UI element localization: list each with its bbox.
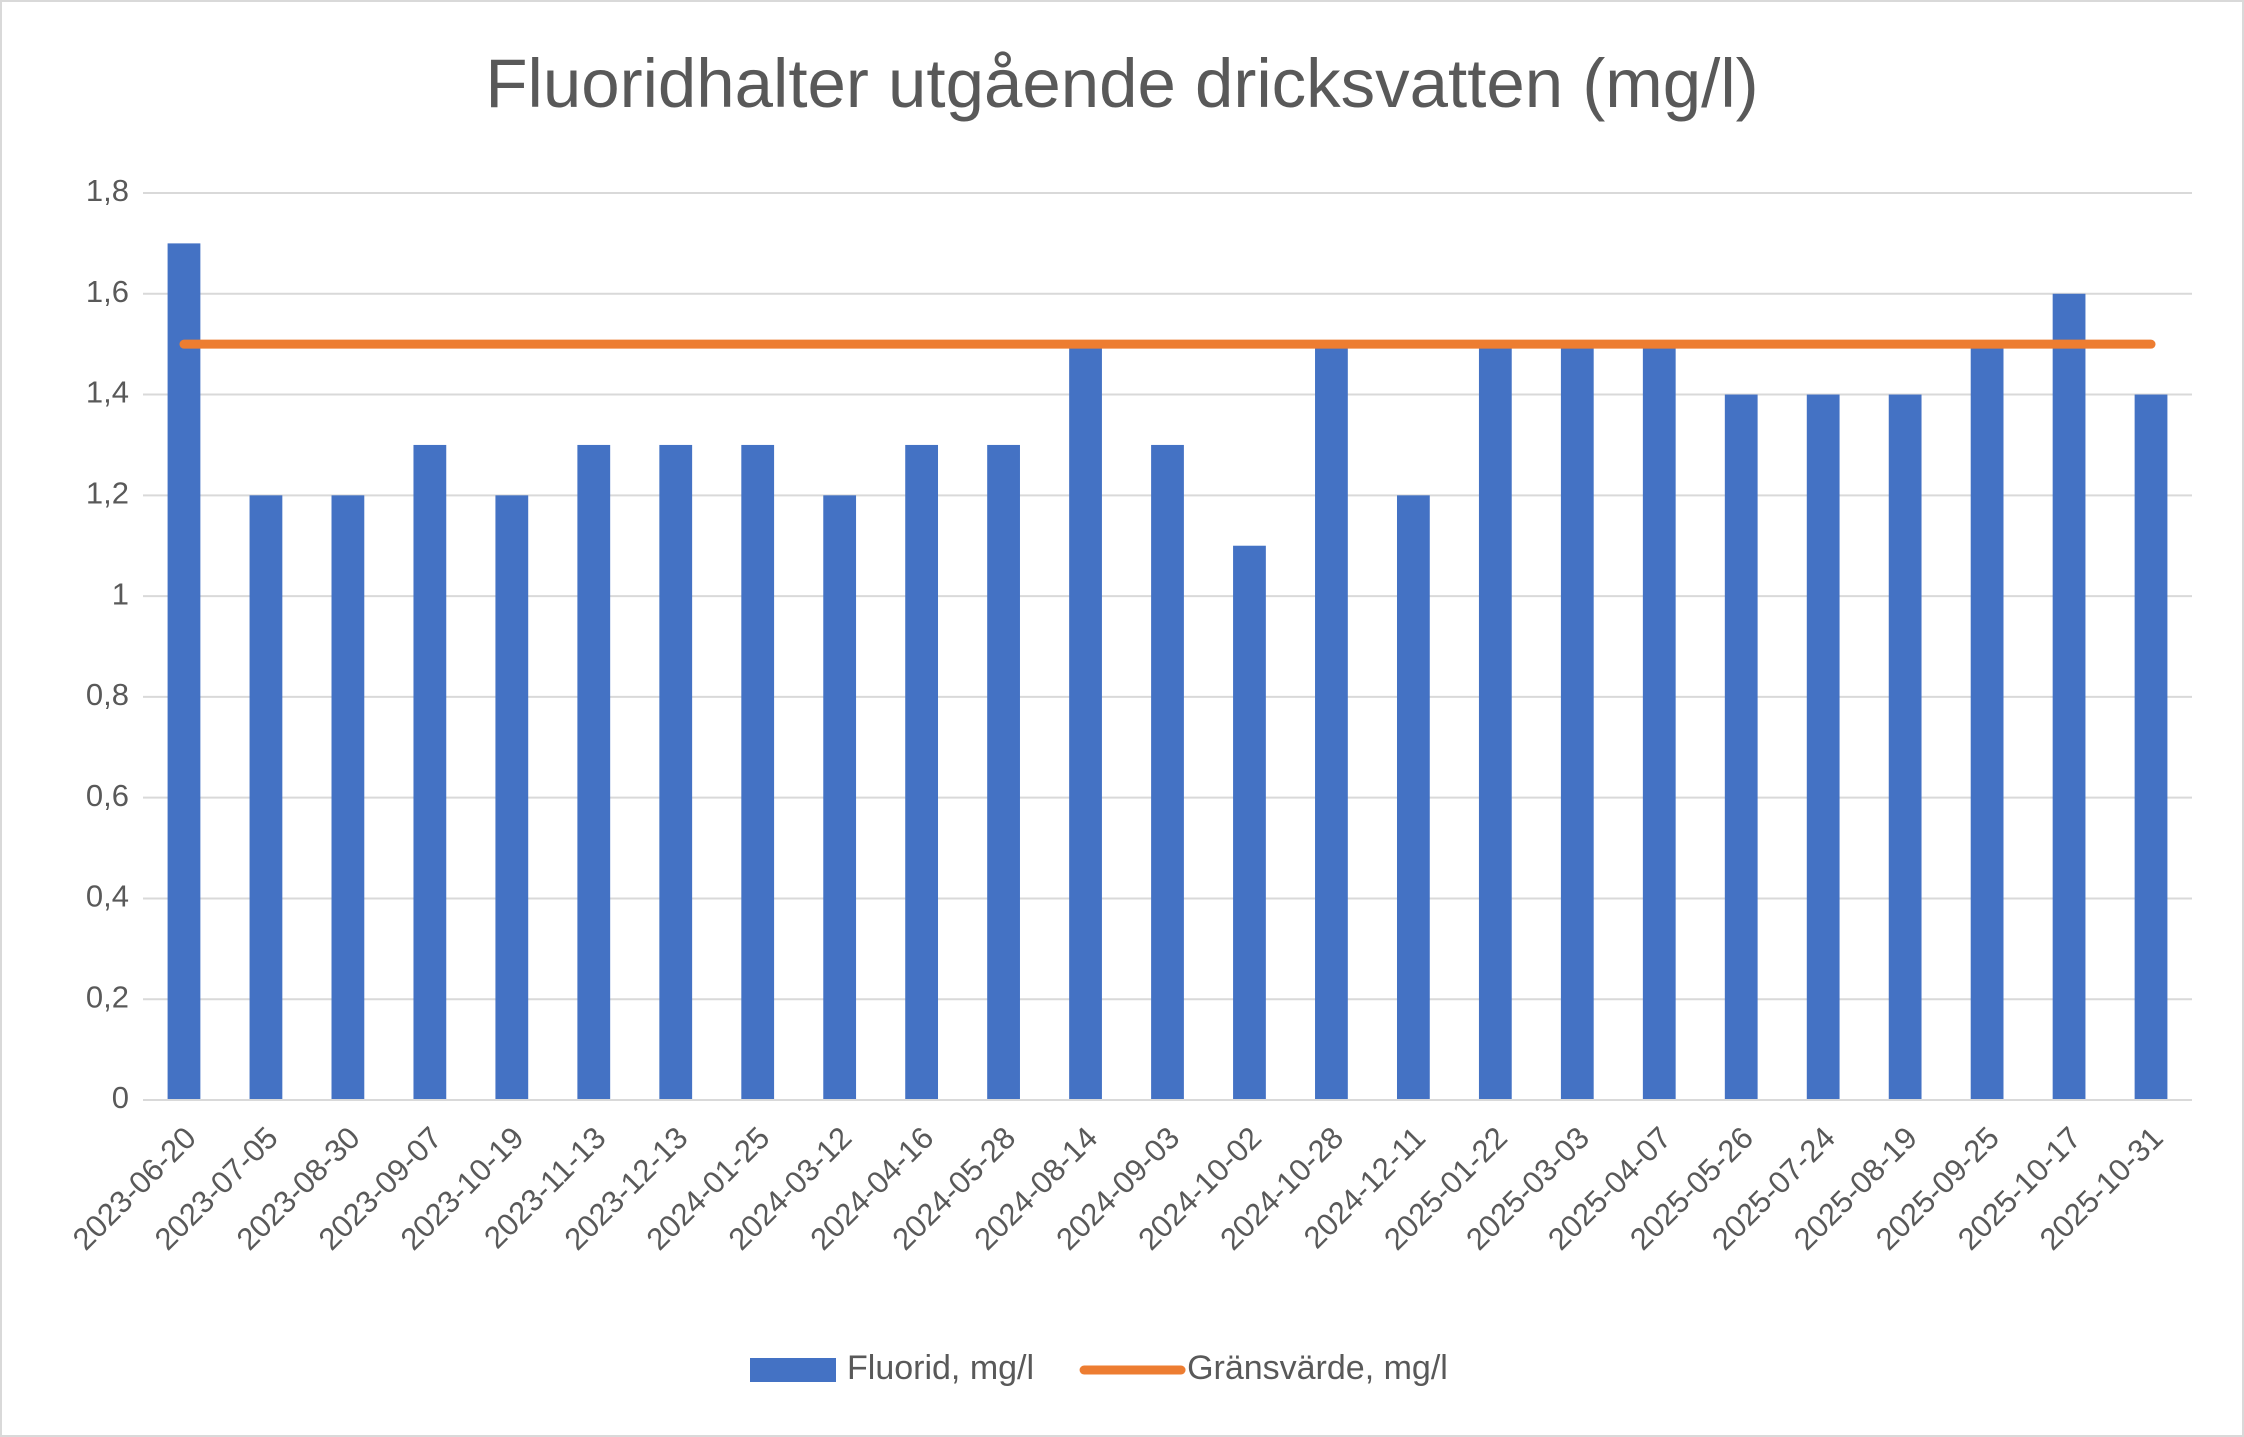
bar — [495, 495, 529, 1100]
legend-label: Fluorid, mg/l — [847, 1349, 1034, 1387]
bar — [987, 444, 1020, 1100]
chart-title: Fluoridhalter utgående dricksvatten (mg/… — [485, 45, 1758, 122]
bar — [1233, 545, 1266, 1100]
bar — [577, 444, 611, 1100]
bar — [1806, 394, 1840, 1100]
bar — [1151, 444, 1184, 1100]
bar — [167, 243, 201, 1100]
bar — [659, 444, 693, 1100]
y-tick-label: 1,8 — [86, 173, 129, 208]
y-tick-label: 0,6 — [86, 778, 129, 813]
bar — [2134, 394, 2168, 1100]
bar — [249, 495, 283, 1100]
y-tick-label: 1,6 — [86, 274, 129, 309]
legend-swatch — [750, 1358, 836, 1382]
y-tick-label: 1 — [112, 576, 129, 611]
y-tick-label: 0,8 — [86, 677, 129, 712]
bar — [1396, 495, 1430, 1100]
bar — [1724, 394, 1758, 1100]
y-tick-label: 1,2 — [86, 476, 129, 511]
y-tick-label: 1,4 — [86, 375, 129, 410]
bar — [823, 495, 857, 1100]
y-tick-label: 0,4 — [86, 879, 129, 914]
legend-label: Gränsvärde, mg/l — [1187, 1349, 1448, 1387]
bar — [413, 444, 447, 1100]
bar — [1478, 344, 1512, 1101]
bar — [331, 495, 365, 1100]
bar — [1069, 344, 1102, 1101]
bar — [1970, 344, 2004, 1101]
bar — [741, 444, 775, 1100]
bar — [1642, 344, 1676, 1101]
y-tick-label: 0,2 — [86, 979, 129, 1014]
bar — [1888, 394, 1922, 1100]
y-tick-label: 0 — [112, 1080, 129, 1115]
bar — [2052, 293, 2086, 1100]
bar — [1315, 344, 1348, 1101]
bar — [905, 444, 939, 1100]
bar — [1560, 344, 1594, 1101]
